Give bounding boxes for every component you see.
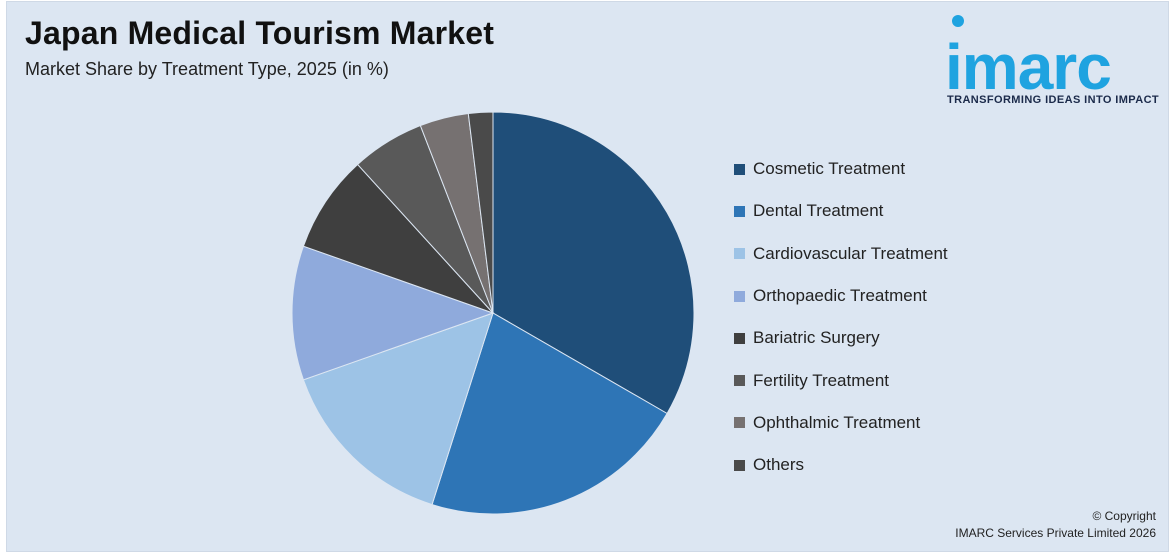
legend-item: Ophthalmic Treatment xyxy=(734,402,948,444)
legend-label: Fertility Treatment xyxy=(753,370,890,390)
legend-label: Bariatric Surgery xyxy=(753,328,880,348)
copyright-notice: © Copyright IMARC Services Private Limit… xyxy=(955,508,1156,542)
legend-label: Ophthalmic Treatment xyxy=(753,412,921,432)
legend-item: Others xyxy=(734,444,948,486)
legend-swatch xyxy=(734,248,745,260)
legend-swatch xyxy=(734,459,745,471)
logo-tagline: TRANSFORMING IDEAS INTO IMPACT xyxy=(947,94,1160,106)
legend-swatch xyxy=(734,205,745,217)
legend-item: Cosmetic Treatment xyxy=(734,148,948,190)
pie-slice-cardiovascular-treatment xyxy=(302,312,494,506)
pie-slice-orthopaedic-treatment xyxy=(291,245,495,381)
pie-slice-dental-treatment xyxy=(431,312,668,515)
legend-label: Dental Treatment xyxy=(753,201,884,221)
legend-swatch xyxy=(734,417,745,429)
legend-label: Orthopaedic Treatment xyxy=(753,286,927,306)
legend-item: Dental Treatment xyxy=(734,190,948,232)
copyright-line: © Copyright xyxy=(1092,509,1156,523)
pie-slice-others xyxy=(467,111,494,314)
chart-legend: Cosmetic Treatment Dental Treatment Cardio… xyxy=(734,148,948,486)
legend-item: Fertility Treatment xyxy=(734,359,948,401)
copyright-owner: IMARC Services Private Limited 2026 xyxy=(955,526,1156,540)
legend-swatch xyxy=(734,290,745,302)
legend-swatch xyxy=(734,163,745,175)
legend-label: Cosmetic Treatment xyxy=(753,159,906,179)
imarc-logo: imarc TRANSFORMING IDEAS INTO IMPACT xyxy=(945,14,1170,114)
legend-swatch xyxy=(734,375,745,387)
pie-slice-cosmetic-treatment xyxy=(492,111,695,415)
legend-item: Bariatric Surgery xyxy=(734,317,948,359)
logo-wordmark: imarc xyxy=(945,31,1112,103)
chart-title: Japan Medical Tourism Market xyxy=(25,15,495,51)
pie-chart xyxy=(291,111,695,515)
chart-subtitle: Market Share by Treatment Type, 2025 (in… xyxy=(25,59,389,79)
legend-item: Orthopaedic Treatment xyxy=(734,275,948,317)
legend-swatch xyxy=(734,332,745,344)
legend-label: Others xyxy=(753,455,805,475)
legend-item: Cardiovascular Treatment xyxy=(734,233,948,275)
logo-dot-icon xyxy=(952,15,964,27)
legend-label: Cardiovascular Treatment xyxy=(753,243,948,263)
pie-slice-bariatric-surgery xyxy=(302,163,494,314)
chart-panel: Japan Medical Tourism Market Market Shar… xyxy=(6,1,1169,552)
